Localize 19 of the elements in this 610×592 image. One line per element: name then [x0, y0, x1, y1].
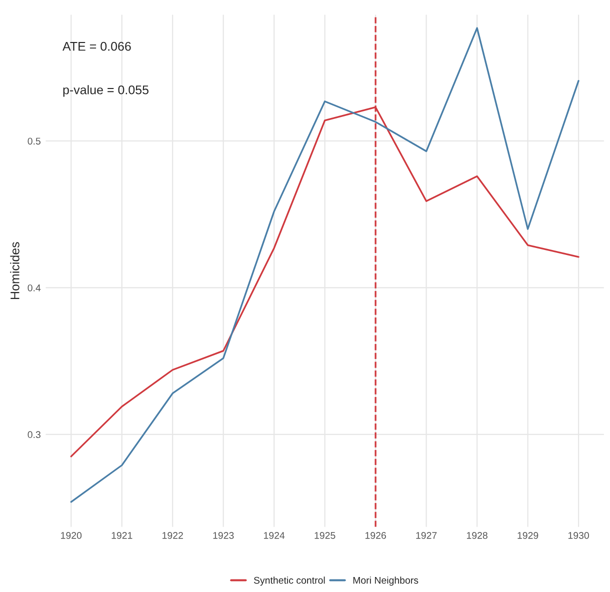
x-tick-label: 1929	[518, 532, 538, 539]
x-tick-label: 1928	[466, 532, 488, 539]
legend-label: Mori Neighbors	[353, 576, 418, 586]
x-tick-label: 1926	[365, 532, 386, 539]
x-tick-label: 1930	[568, 532, 589, 539]
x-tick-label: 1925	[314, 532, 336, 539]
annotation: ATE = 0.066	[62, 42, 131, 51]
legend-label: Synthetic control	[254, 576, 325, 586]
y-tick-label: 0.4	[28, 284, 41, 292]
x-tick-label: 1922	[162, 532, 183, 539]
x-tick-label: 1927	[416, 532, 437, 539]
annotation: p-value = 0.055	[63, 85, 148, 97]
y-tick-label: 0.3	[28, 431, 40, 438]
x-tick-label: 1920	[61, 532, 82, 539]
y-tick-label: 0.5	[28, 138, 40, 145]
x-tick-label: 1923	[213, 532, 234, 539]
x-tick-label: 1921	[112, 532, 132, 539]
y-axis-title: Homicides	[10, 242, 20, 299]
x-tick-label: 1924	[264, 532, 285, 539]
